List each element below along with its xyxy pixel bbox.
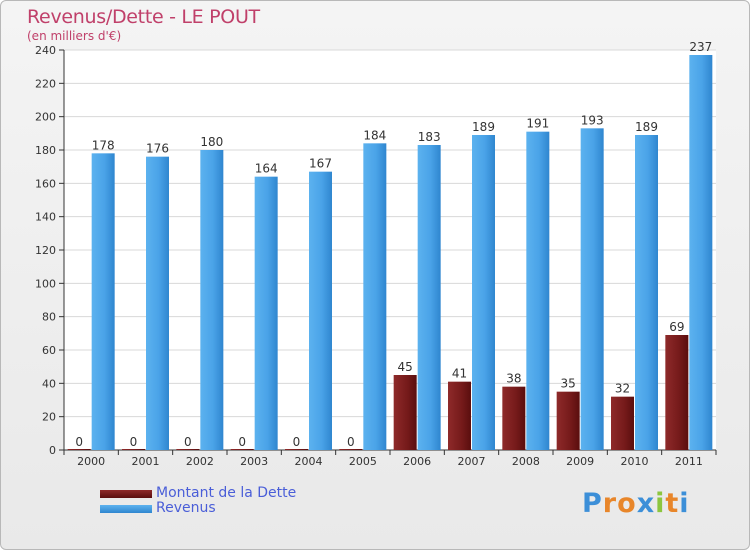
chart-subtitle: (en milliers d'€): [27, 29, 122, 43]
data-label-dette: 0: [347, 435, 355, 449]
data-label-dette: 45: [398, 360, 413, 374]
y-tick-label: 140: [35, 211, 56, 224]
bar-montant-dette: [502, 386, 526, 450]
bar-revenus: [200, 150, 224, 450]
bar-revenus: [91, 153, 115, 451]
bar-revenus: [254, 176, 278, 450]
bar-revenus: [635, 135, 658, 450]
bar-revenus: [309, 171, 332, 450]
bar-montant-dette: [122, 449, 145, 450]
bar-revenus: [417, 145, 441, 450]
y-tick-label: 120: [35, 244, 56, 257]
data-label-dette: 0: [238, 435, 246, 449]
bar-revenus: [689, 55, 713, 450]
bar-montant-dette: [230, 449, 254, 450]
data-label-dette: 41: [452, 367, 467, 381]
x-tick-label: 2002: [186, 455, 214, 468]
chart-title: Revenus/Dette - LE POUT: [27, 6, 260, 28]
x-tick-label: 2005: [349, 455, 377, 468]
bar-montant-dette: [393, 375, 417, 450]
data-label-revenus: 193: [581, 113, 604, 127]
legend-item-dette: Montant de la Dette: [100, 486, 296, 501]
bar-revenus: [580, 128, 604, 451]
data-label-revenus: 176: [146, 142, 169, 156]
data-label-dette: 32: [615, 382, 630, 396]
legend-label-dette: Montant de la Dette: [156, 485, 297, 501]
data-label-revenus: 237: [689, 40, 712, 54]
data-label-dette: 69: [669, 320, 684, 334]
legend-item-revenus: Revenus: [100, 501, 296, 516]
y-tick-label: 240: [35, 44, 56, 57]
x-tick-label: 2010: [621, 455, 649, 468]
y-tick-label: 60: [42, 344, 56, 357]
y-tick-label: 160: [35, 177, 56, 190]
proxiti-logo: Proxiti: [582, 488, 690, 519]
legend-swatch-dette: [100, 489, 152, 498]
data-label-dette: 0: [75, 435, 83, 449]
logo-letter: t: [665, 488, 680, 519]
y-tick-label: 200: [35, 111, 56, 124]
data-label-revenus: 167: [309, 157, 332, 171]
data-label-dette: 35: [561, 377, 576, 391]
y-tick-label: 0: [49, 444, 56, 457]
logo-letter: x: [636, 488, 656, 519]
x-tick-label: 2011: [675, 455, 703, 468]
y-tick-label: 80: [42, 311, 56, 324]
x-tick-label: 2009: [566, 455, 594, 468]
data-label-revenus: 183: [418, 130, 441, 144]
data-label-revenus: 180: [200, 135, 223, 149]
legend-swatch-revenus: [100, 504, 152, 513]
bar-revenus: [146, 156, 169, 450]
data-label-revenus: 191: [526, 117, 549, 131]
data-label-dette: 0: [293, 435, 301, 449]
bar-revenus: [363, 143, 387, 451]
data-label-revenus: 184: [363, 128, 386, 142]
data-label-revenus: 189: [635, 120, 658, 134]
logo-letter: i: [679, 488, 690, 519]
bar-montant-dette: [448, 381, 471, 450]
bar-montant-dette: [339, 449, 363, 450]
data-label-revenus: 164: [255, 162, 278, 176]
bar-revenus: [526, 131, 550, 450]
legend-label-revenus: Revenus: [156, 500, 216, 516]
x-tick-label: 2006: [403, 455, 431, 468]
logo-letter: o: [617, 488, 637, 519]
x-tick-label: 2000: [77, 455, 105, 468]
data-label-dette: 0: [184, 435, 192, 449]
logo-letter: r: [602, 488, 618, 519]
bar-montant-dette: [285, 449, 308, 450]
y-tick-label: 100: [35, 277, 56, 290]
y-tick-label: 40: [42, 377, 56, 390]
bar-montant-dette: [665, 335, 689, 450]
bar-montant-dette: [611, 396, 634, 450]
bar-montant-dette: [67, 449, 91, 450]
x-tick-label: 2008: [512, 455, 540, 468]
logo-letter: P: [582, 488, 603, 519]
data-label-dette: 0: [130, 435, 138, 449]
y-tick-label: 20: [42, 411, 56, 424]
x-tick-label: 2004: [295, 455, 323, 468]
bar-montant-dette: [556, 391, 580, 450]
y-tick-label: 180: [35, 144, 56, 157]
x-tick-label: 2007: [458, 455, 486, 468]
x-tick-label: 2001: [132, 455, 160, 468]
bar-montant-dette: [176, 449, 200, 450]
x-tick-label: 2003: [240, 455, 268, 468]
data-label-dette: 38: [506, 372, 521, 386]
data-label-revenus: 178: [92, 138, 115, 152]
data-label-revenus: 189: [472, 120, 495, 134]
y-tick-label: 220: [35, 77, 56, 90]
bar-revenus: [472, 135, 495, 450]
logo-letter: i: [655, 488, 666, 519]
legend: Montant de la Dette Revenus: [100, 486, 296, 516]
